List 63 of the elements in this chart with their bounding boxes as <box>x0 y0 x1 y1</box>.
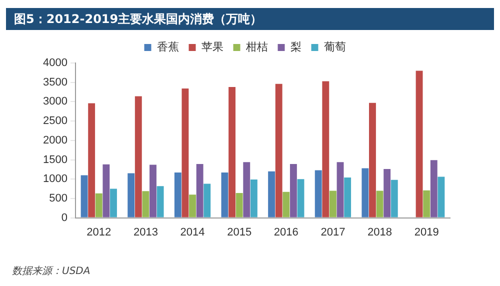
y-tick-label: 1500 <box>42 154 68 166</box>
bar <box>88 103 96 218</box>
bar <box>290 164 297 218</box>
bar <box>228 86 236 218</box>
y-tick-label: 1000 <box>42 173 68 186</box>
bar <box>430 160 438 218</box>
bar <box>369 102 376 218</box>
x-tick-label: 2015 <box>227 226 252 238</box>
y-tick-label: 4000 <box>42 57 68 70</box>
bar <box>362 168 369 218</box>
bar <box>182 88 189 218</box>
bar <box>322 81 330 218</box>
bar <box>268 171 276 218</box>
bar <box>344 178 352 218</box>
bar <box>80 175 88 218</box>
y-tick-label: 2500 <box>42 115 68 128</box>
bar <box>142 191 150 218</box>
bar <box>236 193 243 218</box>
bar <box>156 186 164 218</box>
bar <box>189 194 196 218</box>
bar <box>134 96 142 218</box>
legend-label: 柑桔 <box>244 40 268 54</box>
bar <box>128 173 135 218</box>
bar <box>110 188 117 218</box>
bar <box>416 70 423 218</box>
bar <box>196 164 204 218</box>
bar <box>297 179 304 218</box>
bar <box>95 193 102 218</box>
legend-label: 葡萄 <box>324 40 346 54</box>
x-tick-label: 2012 <box>86 226 112 238</box>
bar <box>423 190 430 218</box>
chart-title: 图5：2012-2019主要水果国内消费（万吨） <box>6 8 494 30</box>
y-tick-label: 0 <box>61 212 68 224</box>
bar <box>390 180 398 218</box>
bar <box>250 179 258 218</box>
bar <box>438 176 445 218</box>
bar <box>243 162 250 218</box>
legend-label: 香蕉 <box>156 40 179 54</box>
x-tick-label: 2014 <box>180 226 205 238</box>
bar <box>275 84 282 218</box>
bar <box>221 172 228 218</box>
bar <box>204 184 211 218</box>
bar <box>384 169 391 218</box>
bar <box>314 170 322 218</box>
legend-label: 苹果 <box>201 42 224 54</box>
bar <box>150 164 156 218</box>
x-tick-label: 2016 <box>274 226 298 238</box>
y-tick-label: 3500 <box>42 76 68 88</box>
bar <box>376 190 384 218</box>
source-note: 数据来源：USDA <box>12 264 90 278</box>
x-tick-label: 2013 <box>133 226 158 238</box>
x-tick-label: 2017 <box>320 226 346 238</box>
y-tick-label: 3000 <box>42 96 68 108</box>
bar <box>174 172 182 218</box>
x-tick-label: 2019 <box>414 226 439 238</box>
y-tick-label: 500 <box>49 192 68 204</box>
bar <box>102 164 110 218</box>
bar <box>282 192 290 218</box>
y-tick-label: 2000 <box>42 134 68 146</box>
legend-label: 梨 <box>290 40 302 54</box>
x-tick-label: 2018 <box>368 226 392 238</box>
bar <box>329 190 336 218</box>
bar <box>336 162 344 218</box>
